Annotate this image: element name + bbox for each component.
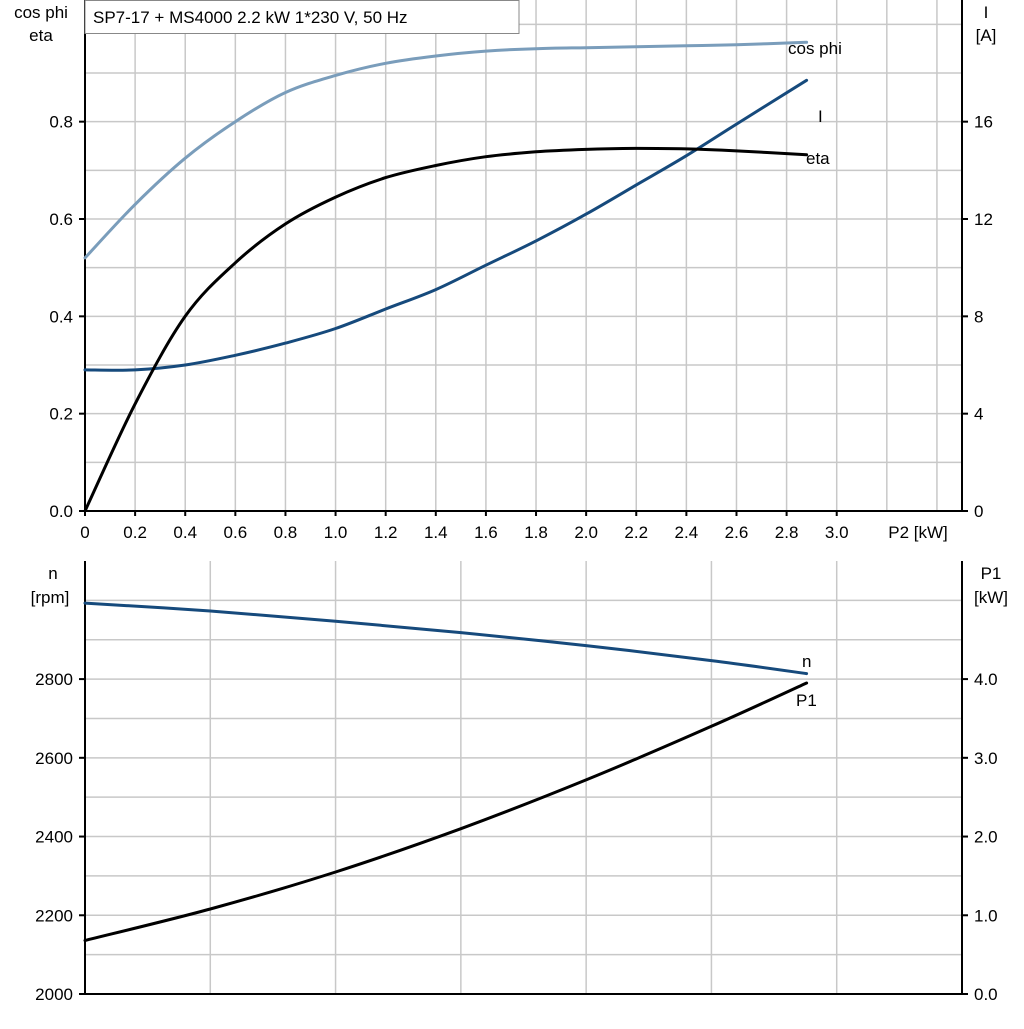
series-label-speed: n	[802, 652, 811, 671]
left-axis-title-speed-unit: [rpm]	[31, 588, 70, 607]
x-axis-tick-label: 2.4	[675, 523, 699, 542]
series-label-cosphi: cos phi	[788, 39, 842, 58]
left-axis-tick-label: 0.2	[49, 405, 73, 424]
right-axis-tick-label: 3.0	[974, 749, 998, 768]
series-line-n	[83, 601, 809, 676]
x-axis-tick-label: 0.4	[173, 523, 197, 542]
right-axis-tick-label: 1.0	[974, 906, 998, 925]
x-axis-tick-label: 0.8	[274, 523, 298, 542]
left-axis-title-cosphi: cos phi	[14, 3, 68, 22]
right-axis-title-current: I	[984, 3, 989, 22]
x-axis-title: P2 [kW]	[888, 523, 948, 542]
x-axis-tick-label: 0.2	[123, 523, 147, 542]
series-line-eta	[83, 146, 809, 513]
right-axis-tick-label: 16	[974, 113, 993, 132]
x-axis-tick-label: 1.8	[524, 523, 548, 542]
title-box	[84, 0, 520, 34]
right-axis-title-p1-unit: [kW]	[974, 588, 1008, 607]
series-line-cos-phi	[83, 40, 809, 260]
x-axis-tick-label: 2.8	[775, 523, 799, 542]
left-axis-tick-label: 2200	[35, 906, 73, 925]
left-axis-tick-label: 0.6	[49, 210, 73, 229]
right-axis-tick-label: 4.0	[974, 670, 998, 689]
right-axis-tick-label: 0	[974, 502, 983, 521]
right-axis-tick-label: 4	[974, 405, 983, 424]
left-axis-tick-label: 0.0	[49, 502, 73, 521]
left-axis-tick-label: 0.8	[49, 113, 73, 132]
right-axis-tick-label: 0.0	[974, 985, 998, 1004]
chart-title: SP7-17 + MS4000 2.2 kW 1*230 V, 50 Hz	[93, 8, 408, 27]
left-axis-tick-label: 2600	[35, 749, 73, 768]
right-axis-title-p1: P1	[981, 564, 1002, 583]
x-axis-tick-label: 1.4	[424, 523, 448, 542]
x-axis-tick-label: 2.6	[725, 523, 749, 542]
x-axis-tick-label: 0	[80, 523, 89, 542]
x-axis-tick-label: 0.6	[224, 523, 248, 542]
left-axis-tick-label: 2000	[35, 985, 73, 1004]
x-axis-tick-label: 3.0	[825, 523, 849, 542]
x-axis-tick-label: 1.0	[324, 523, 348, 542]
right-axis-title-current-unit: [A]	[976, 26, 997, 45]
x-axis-tick-label: 1.2	[374, 523, 398, 542]
x-axis-tick-label: 2.2	[624, 523, 648, 542]
left-axis-tick-label: 0.4	[49, 307, 73, 326]
series-line-i	[83, 78, 809, 372]
left-axis-tick-label: 2800	[35, 670, 73, 689]
right-axis-tick-label: 2.0	[974, 828, 998, 847]
right-axis-tick-label: 12	[974, 210, 993, 229]
x-axis-tick-label: 1.6	[474, 523, 498, 542]
left-axis-tick-label: 2400	[35, 828, 73, 847]
right-axis-tick-label: 8	[974, 307, 983, 326]
series-label-p1: P1	[796, 691, 817, 710]
series-label-current: I	[818, 107, 823, 126]
left-axis-title-eta: eta	[29, 26, 53, 45]
series-line-p1	[83, 681, 809, 942]
series-label-eta: eta	[806, 149, 830, 168]
left-axis-title-speed: n	[48, 564, 57, 583]
x-axis-tick-label: 2.0	[574, 523, 598, 542]
